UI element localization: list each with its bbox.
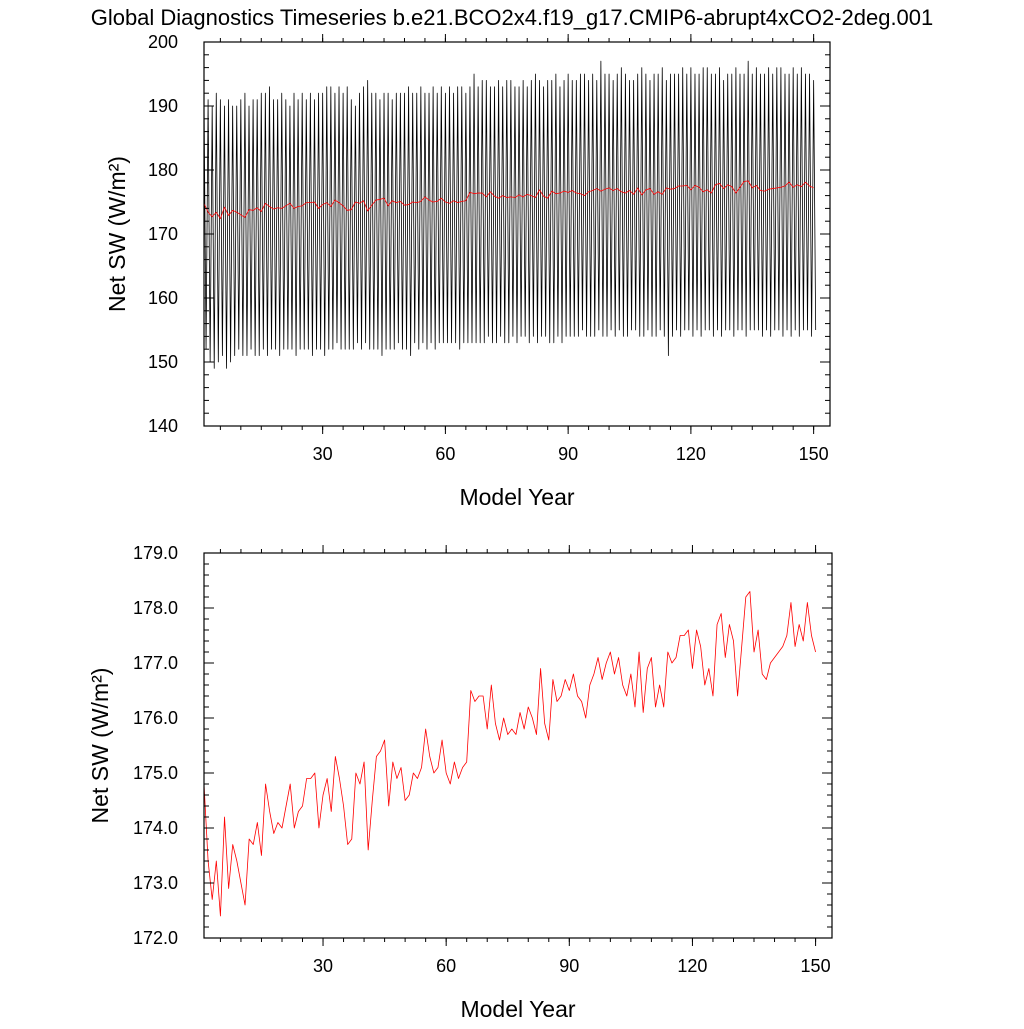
y-tick-label: 175.0: [133, 763, 178, 783]
y-tick-label: 177.0: [133, 653, 178, 673]
y-tick-label: 178.0: [133, 598, 178, 618]
y-tick-label: 140: [148, 416, 178, 436]
y-tick-label: 160: [148, 288, 178, 308]
y-tick-label: 179.0: [133, 543, 178, 563]
x-tick-label: 30: [313, 956, 333, 976]
x-axis-label: Model Year: [460, 996, 575, 1022]
data-line: [204, 180, 814, 220]
y-axis-label: Net SW (W/m²): [87, 668, 113, 824]
plot-frame: [203, 552, 833, 939]
x-tick-label: 120: [676, 444, 706, 464]
y-tick-label: 176.0: [133, 708, 178, 728]
y-axis-label: Net SW (W/m²): [104, 156, 130, 312]
x-tick-label: 90: [558, 444, 578, 464]
y-tick-label: 150: [148, 352, 178, 372]
y-tick-label: 170: [148, 224, 178, 244]
y-tick-label: 190: [148, 96, 178, 116]
x-tick-label: 60: [436, 956, 456, 976]
data-line: [204, 591, 816, 917]
x-tick-label: 30: [313, 444, 333, 464]
x-tick-label: 120: [677, 956, 707, 976]
y-tick-label: 173.0: [133, 873, 178, 893]
chart-title: Global Diagnostics Timeseries b.e21.BCO2…: [91, 5, 934, 30]
x-tick-label: 150: [801, 956, 831, 976]
x-tick-label: 90: [559, 956, 579, 976]
x-tick-label: 60: [435, 444, 455, 464]
y-tick-label: 200: [148, 32, 178, 52]
y-tick-label: 172.0: [133, 928, 178, 948]
data-line: [204, 60, 817, 369]
x-axis-label: Model Year: [459, 484, 574, 510]
y-tick-label: 180: [148, 160, 178, 180]
y-tick-label: 174.0: [133, 818, 178, 838]
x-tick-label: 150: [799, 444, 829, 464]
